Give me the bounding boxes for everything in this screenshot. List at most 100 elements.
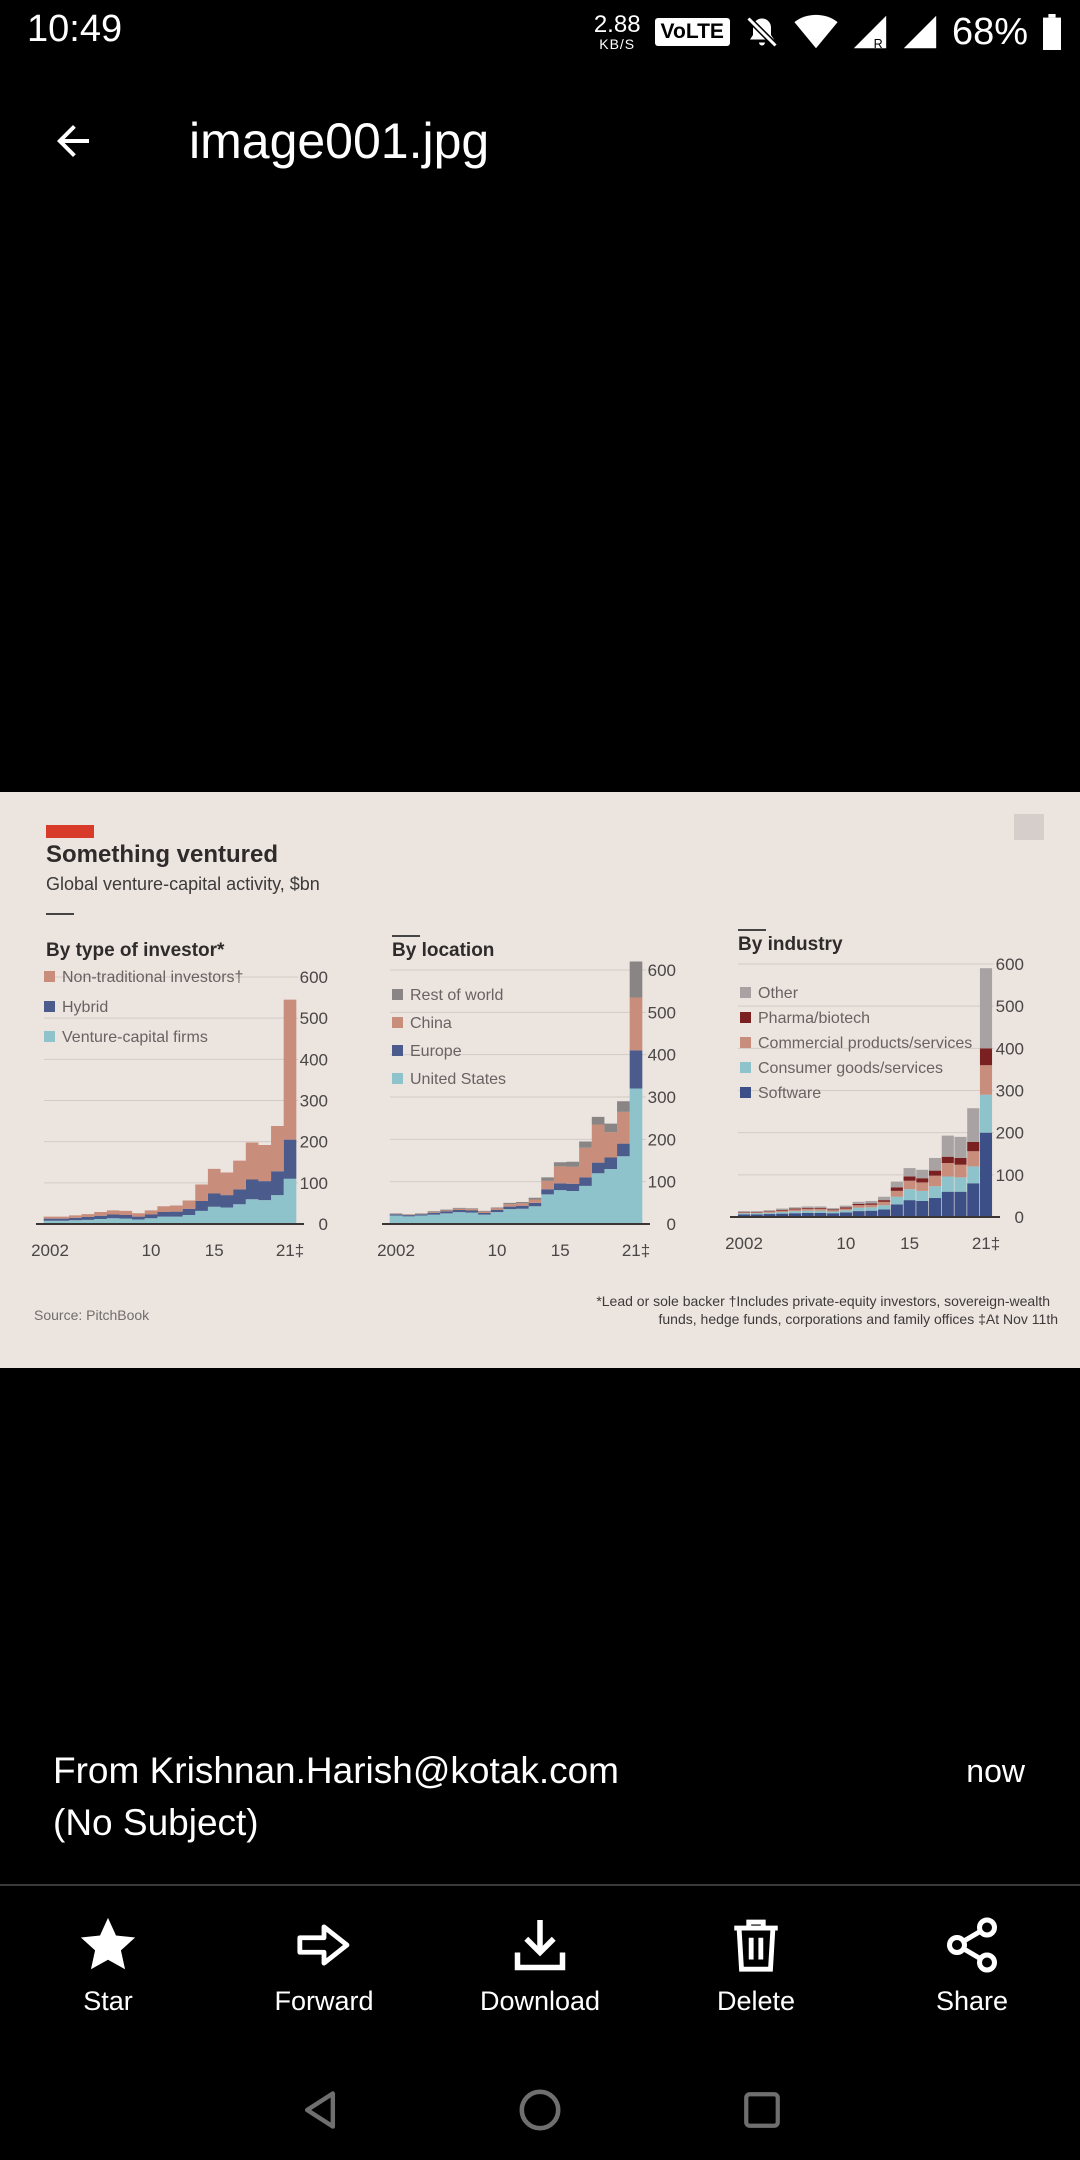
bar-segment [967,1151,980,1167]
y-tick-label: 400 [300,1050,328,1069]
back-button[interactable] [40,108,106,174]
legend-label: Rest of world [410,987,503,1004]
bar-segment [839,1210,852,1213]
legend-swatch [392,1073,403,1084]
y-tick-label: 100 [648,1173,676,1192]
bar-segment [941,1191,954,1217]
source: Source: PitchBook [34,1307,150,1323]
message-from: From Krishnan.Harish@kotak.com [53,1750,620,1791]
chart-badge [1014,814,1044,840]
x-tick-label: 10 [142,1241,161,1260]
bar-segment [852,1203,865,1206]
attachment-image[interactable]: Something ventured Global venture-capita… [0,792,1080,1368]
bar-segment [763,1212,776,1215]
bar-segment [788,1208,801,1210]
bar-segment [929,1198,942,1217]
bar-segment [776,1211,789,1214]
bar-segment [890,1187,903,1191]
bar-segment [903,1200,916,1217]
signal-icon-2 [902,14,938,50]
wifi-icon [794,14,838,50]
bar-segment [878,1205,891,1210]
bar-segment [903,1189,916,1201]
network-speed: 2.88 KB/S [593,11,641,52]
legend-label: Other [758,985,799,1002]
footnote: *Lead or sole backer †Includes private-e… [596,1293,1050,1309]
legend-label: Non-traditional investors† [62,969,243,986]
y-tick-label: 300 [300,1092,328,1111]
bar-segment [979,1048,993,1066]
legend-label: Commercial products/services [758,1035,972,1052]
delete-button[interactable]: Delete [648,1900,864,2040]
triangle-back-icon [304,2091,336,2129]
bar-segment [801,1208,814,1209]
bar-segment [979,968,993,1049]
network-speed-unit: KB/S [599,36,636,52]
bar-segment [801,1206,814,1209]
attachment-title: image001.jpg [189,113,490,169]
star-button[interactable]: Star [0,1900,216,2040]
bar-segment [878,1201,891,1206]
legend-swatch [44,1001,55,1012]
bar-segment [979,1132,993,1217]
legend-label: Europe [410,1043,462,1060]
mute-bell-icon [744,14,780,50]
y-tick-label: 300 [648,1088,676,1107]
trash-icon [734,1919,778,1972]
bar-segment [878,1209,891,1217]
area-series [43,999,297,1219]
y-tick-label: 500 [996,997,1024,1016]
bar-segment [967,1166,980,1184]
bar-segment [916,1182,929,1191]
bar-segment [954,1164,967,1178]
y-tick-label: 500 [648,1003,676,1022]
share-button[interactable]: Share [864,1900,1080,2040]
status-time: 10:49 [27,8,123,50]
bar-segment [865,1204,878,1208]
y-tick-label: 0 [1015,1208,1024,1227]
x-tick-label: 10 [836,1234,855,1253]
bar-segment [839,1208,852,1211]
download-button[interactable]: Download [432,1900,648,2040]
status-bar: 10:49 2.88 KB/S VoLTE R 68% [0,0,1080,64]
nav-home-button[interactable] [508,2078,572,2142]
bar-segment [890,1190,903,1197]
bar-segment [750,1213,763,1215]
panel-title: By type of investor* [46,940,225,961]
delete-label: Delete [716,1986,796,2016]
download-label: Download [479,1986,601,2016]
legend-label: Software [758,1085,821,1102]
bar-segment [903,1180,916,1190]
bar-segment [941,1156,954,1164]
nav-recents-button[interactable] [730,2078,794,2142]
bar-segment [890,1181,903,1188]
legend-swatch [740,987,751,998]
bar-segment [827,1208,840,1210]
bar-segment [929,1186,942,1199]
svg-text:R: R [874,37,883,50]
bar-segment [839,1205,852,1208]
y-tick-label: 100 [996,1166,1024,1185]
forward-button[interactable]: Forward [216,1900,432,2040]
bar-segment [929,1170,942,1176]
signal-icon: R [852,14,888,50]
bar-segment [954,1157,967,1165]
bar-segment [776,1213,789,1217]
message-subject: (No Subject) [53,1802,259,1843]
network-speed-value: 2.88 [593,11,641,38]
footnote: funds, hedge funds, corporations and fam… [659,1311,1059,1327]
bar-segment [839,1207,852,1209]
square-recents-icon [744,2092,780,2128]
y-tick-label: 600 [300,968,328,987]
y-tick-label: 600 [996,955,1024,974]
panel-industry: By industry 600 500 400 300 200 100 0 2002 10 15 2… [725,929,1024,1253]
x-tick-label: 15 [900,1234,919,1253]
legend-label: Pharma/biotech [758,1010,870,1027]
star-label: Star [83,1986,133,2016]
bar-segment [979,1065,993,1095]
x-tick-label: 15 [551,1241,570,1260]
bar-segment [750,1211,763,1212]
nav-back-button[interactable] [288,2078,352,2142]
bar-segment [941,1135,954,1157]
download-icon [514,1920,566,1971]
